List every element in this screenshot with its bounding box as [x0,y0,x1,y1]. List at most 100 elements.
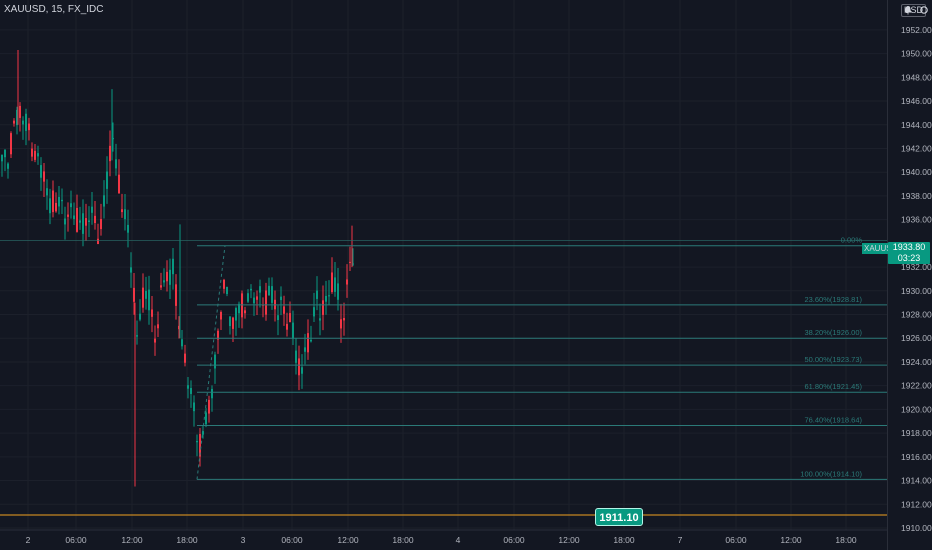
fib-level-label: 100.00%(1914.10) [800,469,862,478]
candle-body [73,215,75,220]
price-tick-label: 1942.00 [901,143,932,153]
candle-body [238,303,240,314]
candle-body [82,213,84,234]
candle-body [67,214,69,217]
time-tick-label: 12:00 [558,535,580,545]
alert-price-pill[interactable]: 1911.10 [595,508,643,526]
bell-icon[interactable] [904,5,912,15]
candle-body [307,333,309,353]
price-axis-labels[interactable]: 1952.00 1950.00 1948.00 1946.00 1944.00 1942.… [901,25,932,533]
candle-body [211,388,213,399]
candle-body [304,347,306,352]
candle-body [199,434,201,457]
candle-body [340,319,342,329]
candle-body [97,238,99,245]
candle-body [118,174,120,194]
candle-body [25,113,27,131]
candle-body [178,325,180,330]
time-tick-label: 18:00 [835,535,857,545]
time-tick-label: 18:00 [392,535,414,545]
candle-body [49,198,51,214]
candle-body [13,120,15,124]
time-tick-label: 12:00 [121,535,143,545]
candle-body [16,109,18,126]
time-axis[interactable]: 2 06:00 12:00 18:00 3 06:00 12:00 18:00 4 06:00 12… [0,529,888,545]
candle-body [4,149,6,158]
price-tick-label: 1916.00 [901,452,932,462]
candle-body [253,297,255,304]
candle-body [223,279,225,289]
candle-body [130,267,132,273]
candle-body [220,312,222,320]
candle-body [37,153,39,157]
candle-body [88,220,90,222]
candle-body [265,290,267,315]
price-lines [0,240,888,516]
candle-body [40,165,42,178]
candle-body [322,300,324,315]
candle-body [250,288,252,291]
candle-body [349,261,351,263]
candle-body [343,318,345,321]
candle-body [91,206,93,213]
price-tick-label: 1952.00 [901,25,932,35]
price-tick-label: 1910.00 [901,523,932,533]
time-tick-label: 18:00 [176,535,198,545]
candle-body [94,215,96,223]
candle-body [115,159,117,169]
currency-button[interactable]: USD [900,4,926,17]
bar-countdown: 03:23 [897,253,921,263]
candle-body [268,285,270,296]
candle-body [202,431,204,435]
time-tick-label: 06:00 [281,535,303,545]
candle-body [121,209,123,213]
candle-body [76,207,78,232]
candle-body [172,258,174,275]
candle-body [217,330,219,340]
candle-body [229,316,231,327]
candle-body [46,188,48,196]
price-tick-label: 1930.00 [901,286,932,296]
candle-body [175,284,177,306]
fib-trend-line [196,245,226,480]
price-axis[interactable] [887,0,932,550]
price-tick-label: 1918.00 [901,428,932,438]
candle-body [55,202,57,212]
candle-body [280,296,282,301]
candle-body [277,315,279,321]
candle-body [310,339,312,342]
candle-body [256,296,258,300]
candle-body [337,283,339,300]
candle-body [142,287,144,308]
candle-body [313,307,315,317]
candle-body [346,279,348,285]
fibonacci-retracement[interactable]: 0.00% 23.60%(1928.81) 38.20%(1926.00) 50.00… [196,236,888,480]
candle-body [226,286,228,295]
candle-body [127,224,129,233]
price-tick-label: 1946.00 [901,96,932,106]
candle-body [316,290,318,299]
candle-body [193,402,195,412]
candle-body [232,317,234,329]
candle-body [166,271,168,282]
price-tick-label: 1920.00 [901,404,932,414]
candle-body [7,163,9,169]
candle-body [163,280,165,283]
price-tick-label: 1912.00 [901,499,932,509]
time-tick-label: 06:00 [725,535,747,545]
candle-body [109,145,111,162]
candle-body [325,295,327,302]
symbol-price-tag: XAUUSD [862,243,900,254]
candle-body [334,277,336,292]
candle-body [151,309,153,317]
candle-body [247,293,249,302]
fib-level-label: 61.80%(1921.45) [804,382,862,391]
candle-body [52,190,54,213]
candle-body [58,196,60,207]
settings-icon[interactable] [920,5,928,15]
candle-body [301,367,303,374]
fib-level-label: 76.40%(1918.64) [804,416,862,425]
candle-body [298,358,300,376]
price-tick-label: 1922.00 [901,381,932,391]
